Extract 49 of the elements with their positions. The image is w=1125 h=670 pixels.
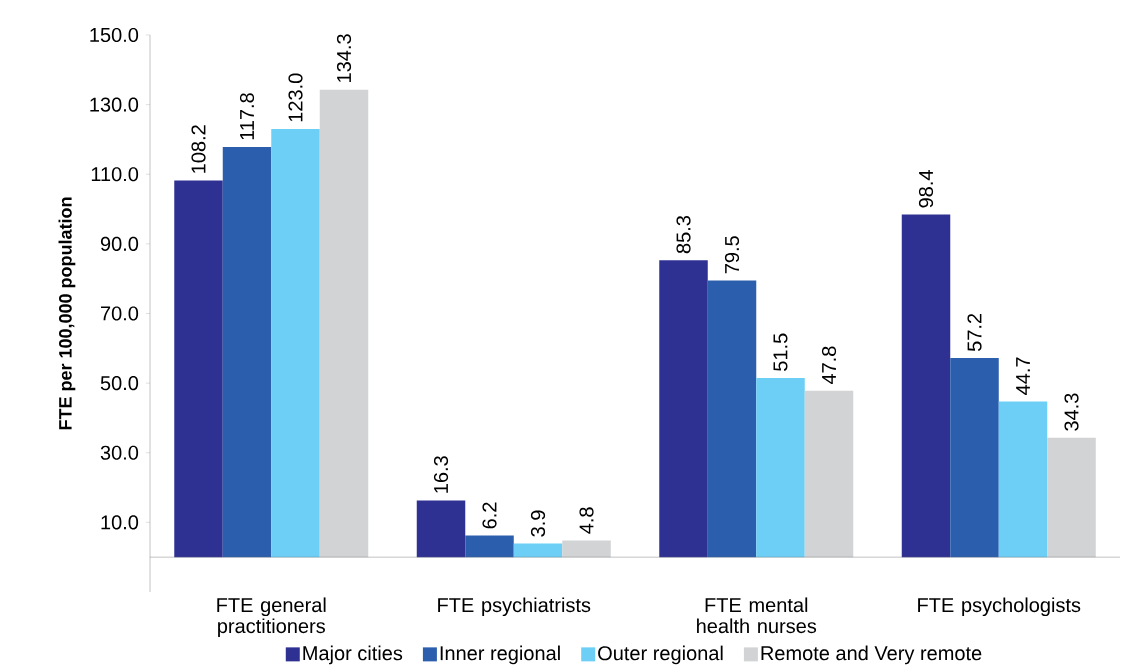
bar bbox=[416, 500, 466, 558]
data-label: 51.5 bbox=[773, 333, 788, 371]
bar bbox=[513, 543, 563, 558]
y-axis-title: FTE per 100,000 population bbox=[58, 197, 76, 430]
legend-label: Remote and Very remote bbox=[761, 645, 982, 665]
data-label: 47.8 bbox=[821, 346, 837, 385]
data-label: 123.0 bbox=[288, 73, 303, 122]
data-label: 6.2 bbox=[482, 502, 497, 529]
x-tick-label: FTE psychiatrists bbox=[438, 597, 591, 617]
bar bbox=[222, 147, 272, 558]
bar bbox=[562, 540, 611, 558]
bar bbox=[707, 280, 757, 558]
data-label: 108.2 bbox=[191, 125, 206, 173]
data-label: 16.3 bbox=[433, 456, 449, 493]
bar bbox=[319, 89, 369, 558]
data-label: 79.5 bbox=[724, 236, 740, 274]
data-label: 44.7 bbox=[1016, 357, 1030, 395]
data-label: 134.3 bbox=[336, 34, 352, 82]
bar bbox=[950, 358, 999, 558]
bar bbox=[271, 128, 320, 558]
bar bbox=[465, 535, 514, 558]
data-label: 34.3 bbox=[1064, 393, 1079, 431]
data-label: 85.3 bbox=[676, 215, 691, 254]
y-tick-label: 90.0 bbox=[100, 236, 139, 251]
bar bbox=[659, 260, 708, 558]
y-tick-label: 70.0 bbox=[101, 306, 139, 321]
y-tick-label: 110.0 bbox=[91, 167, 139, 182]
bar bbox=[174, 180, 223, 558]
bar bbox=[998, 401, 1048, 558]
legend-label: Inner regional bbox=[440, 645, 560, 665]
legend-label: Major cities bbox=[303, 645, 403, 665]
y-tick-label: 10.0 bbox=[101, 515, 139, 530]
bar bbox=[756, 377, 805, 558]
legend-label: Outer regional bbox=[598, 645, 723, 665]
data-label: 3.9 bbox=[530, 510, 546, 537]
y-tick-label: 30.0 bbox=[100, 445, 139, 460]
bar bbox=[804, 390, 854, 558]
data-label: 57.2 bbox=[967, 313, 982, 352]
data-label: 117.8 bbox=[239, 93, 255, 140]
x-tick-label: FTE general practitioners bbox=[217, 597, 326, 638]
data-label: 4.8 bbox=[579, 507, 594, 534]
bar bbox=[1047, 437, 1096, 558]
y-tick-label: 150.0 bbox=[90, 27, 139, 43]
bar bbox=[901, 214, 951, 558]
y-tick-label: 50.0 bbox=[100, 376, 139, 391]
x-tick-label: FTE psychologists bbox=[918, 597, 1081, 617]
x-tick-label: FTE mental health nurses bbox=[697, 597, 817, 634]
data-label: 98.4 bbox=[918, 170, 934, 208]
y-tick-label: 130.0 bbox=[90, 97, 139, 112]
